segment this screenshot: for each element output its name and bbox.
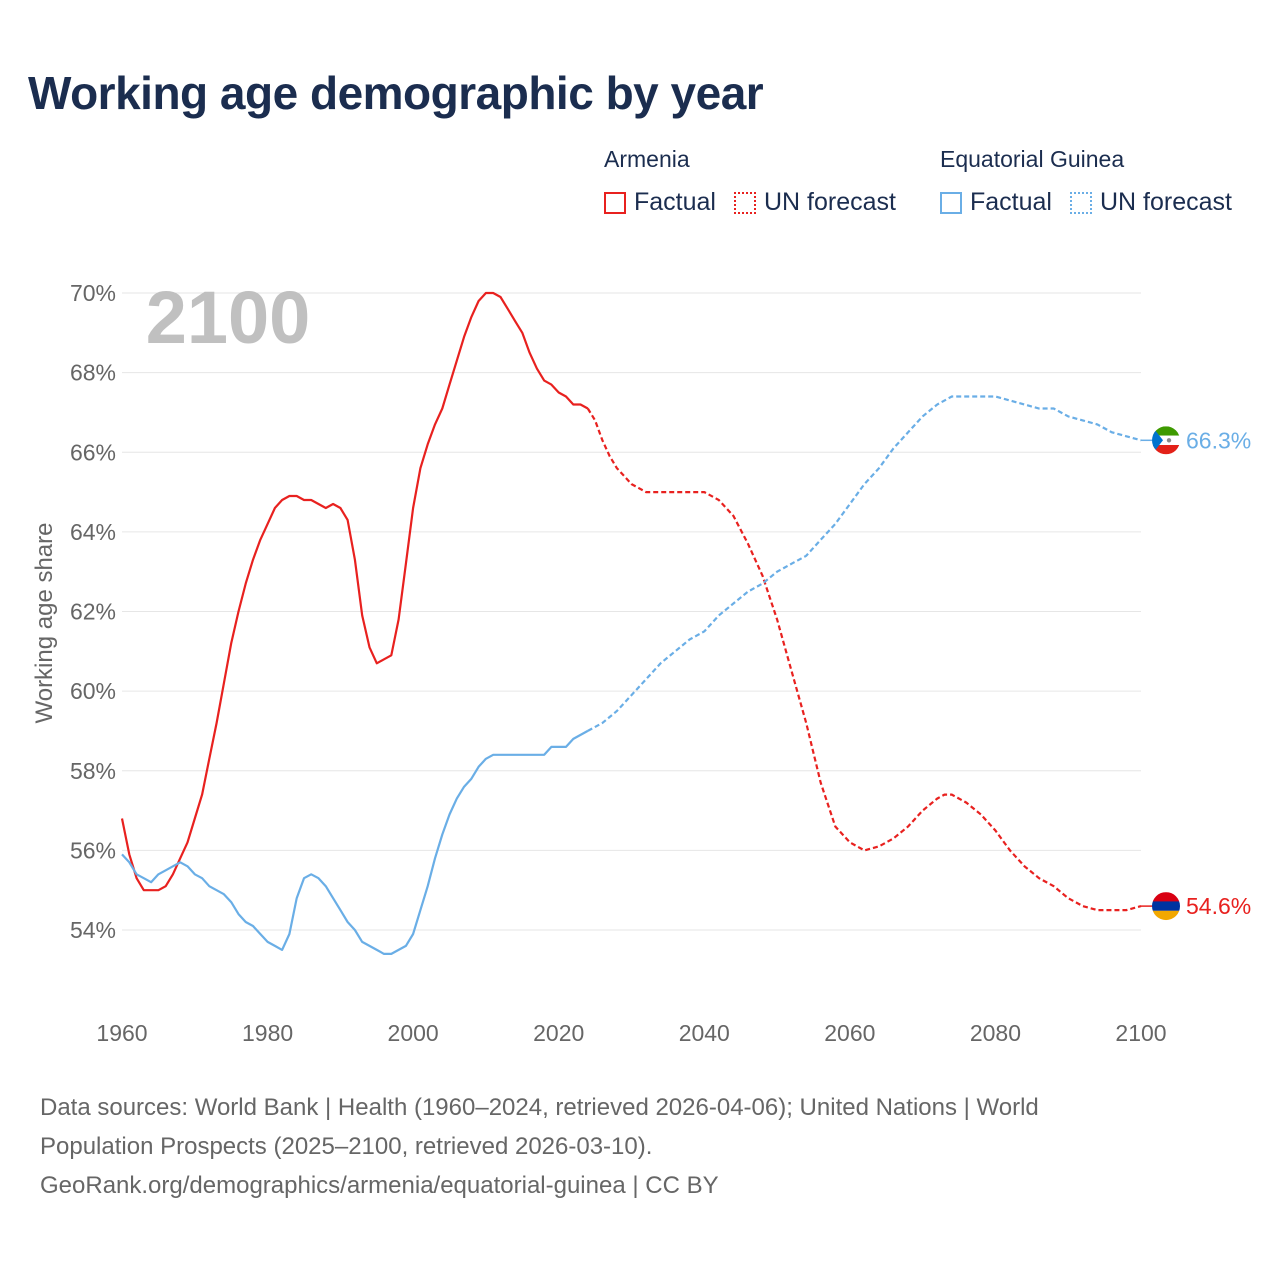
legend-item-armenia-factual[interactable]: Factual [604, 188, 716, 217]
legend-group-armenia: Armenia Factual UN forecast [604, 146, 896, 216]
series-line-armenia-forecast [586, 407, 1142, 912]
y-tick-label: 56% [70, 837, 116, 863]
y-tick-label: 62% [70, 599, 116, 625]
y-tick-label: 68% [70, 360, 116, 386]
legend-group-equatorial-guinea: Equatorial Guinea Factual UN forecast [940, 146, 1232, 216]
equatorial-guinea-flag-icon [1152, 426, 1180, 455]
y-tick-label: 54% [70, 917, 116, 943]
y-tick-label: 70% [70, 280, 116, 306]
series-end-markers: 54.6% 66.3% [1141, 426, 1251, 921]
legend-row: Factual UN forecast [604, 188, 914, 217]
sources-line-3[interactable]: GeoRank.org/demographics/armenia/equator… [40, 1172, 719, 1199]
x-tick-label: 1960 [96, 1020, 147, 1046]
series-line-armenia-factual [120, 291, 589, 892]
x-axis-ticks: 1960 1980 2000 2020 2040 2060 2080 2100 [96, 1020, 1166, 1046]
legend-swatch-solid-icon [604, 191, 626, 214]
year-watermark: 2100 [146, 276, 311, 359]
legend-swatch-solid-icon [940, 191, 962, 214]
y-axis-label: Working age share [31, 523, 58, 724]
y-axis-ticks: 54% 56% 58% 60% 62% 64% 66% 68% 70% [70, 280, 116, 943]
x-tick-label: 2080 [970, 1020, 1021, 1046]
legend-item-eqguinea-forecast[interactable]: UN forecast [1069, 188, 1232, 217]
end-value-label: 54.6% [1186, 893, 1251, 919]
chart-title: Working age demographic by year [28, 67, 764, 119]
x-tick-label: 1980 [242, 1020, 293, 1046]
x-tick-label: 2020 [533, 1020, 584, 1046]
legend-item-eqguinea-factual[interactable]: Factual [940, 188, 1052, 217]
series-line-equatorial-guinea-factual [121, 729, 589, 955]
legend-row: Factual UN forecast [940, 188, 1250, 217]
x-tick-label: 2100 [1115, 1020, 1166, 1046]
legend-group-title: Armenia [604, 146, 690, 172]
sources-line-2: Population Prospects (2025–2100, retriev… [40, 1133, 653, 1160]
legend-label: UN forecast [1099, 188, 1232, 216]
end-value-label: 66.3% [1186, 427, 1251, 453]
y-tick-label: 60% [70, 678, 116, 704]
legend-swatch-dotted-icon [1069, 191, 1092, 214]
y-tick-label: 58% [70, 758, 116, 784]
legend-label: Factual [634, 188, 716, 216]
line-chart: 2100 54% 56% 58% 60% 62% 64% 66% 68% 70% 1960 198… [31, 276, 1251, 1046]
legend-label: UN forecast [763, 188, 896, 216]
data-sources: Data sources: World Bank | Health (1960–… [40, 1088, 1240, 1205]
legend-label: Factual [970, 188, 1052, 216]
legend-swatch-dotted-icon [733, 191, 756, 214]
x-tick-label: 2000 [388, 1020, 439, 1046]
armenia-flag-icon [1152, 892, 1180, 921]
x-tick-label: 2040 [679, 1020, 730, 1046]
series-lines [120, 291, 1142, 955]
sources-line-1: Data sources: World Bank | Health (1960–… [40, 1094, 1039, 1121]
legend-group-title: Equatorial Guinea [940, 146, 1125, 172]
legend-item-armenia-forecast[interactable]: UN forecast [733, 188, 896, 217]
gridlines [122, 292, 1141, 931]
y-tick-label: 64% [70, 519, 116, 545]
series-line-equatorial-guinea-forecast [587, 395, 1142, 732]
x-tick-label: 2060 [824, 1020, 875, 1046]
y-tick-label: 66% [70, 439, 116, 465]
